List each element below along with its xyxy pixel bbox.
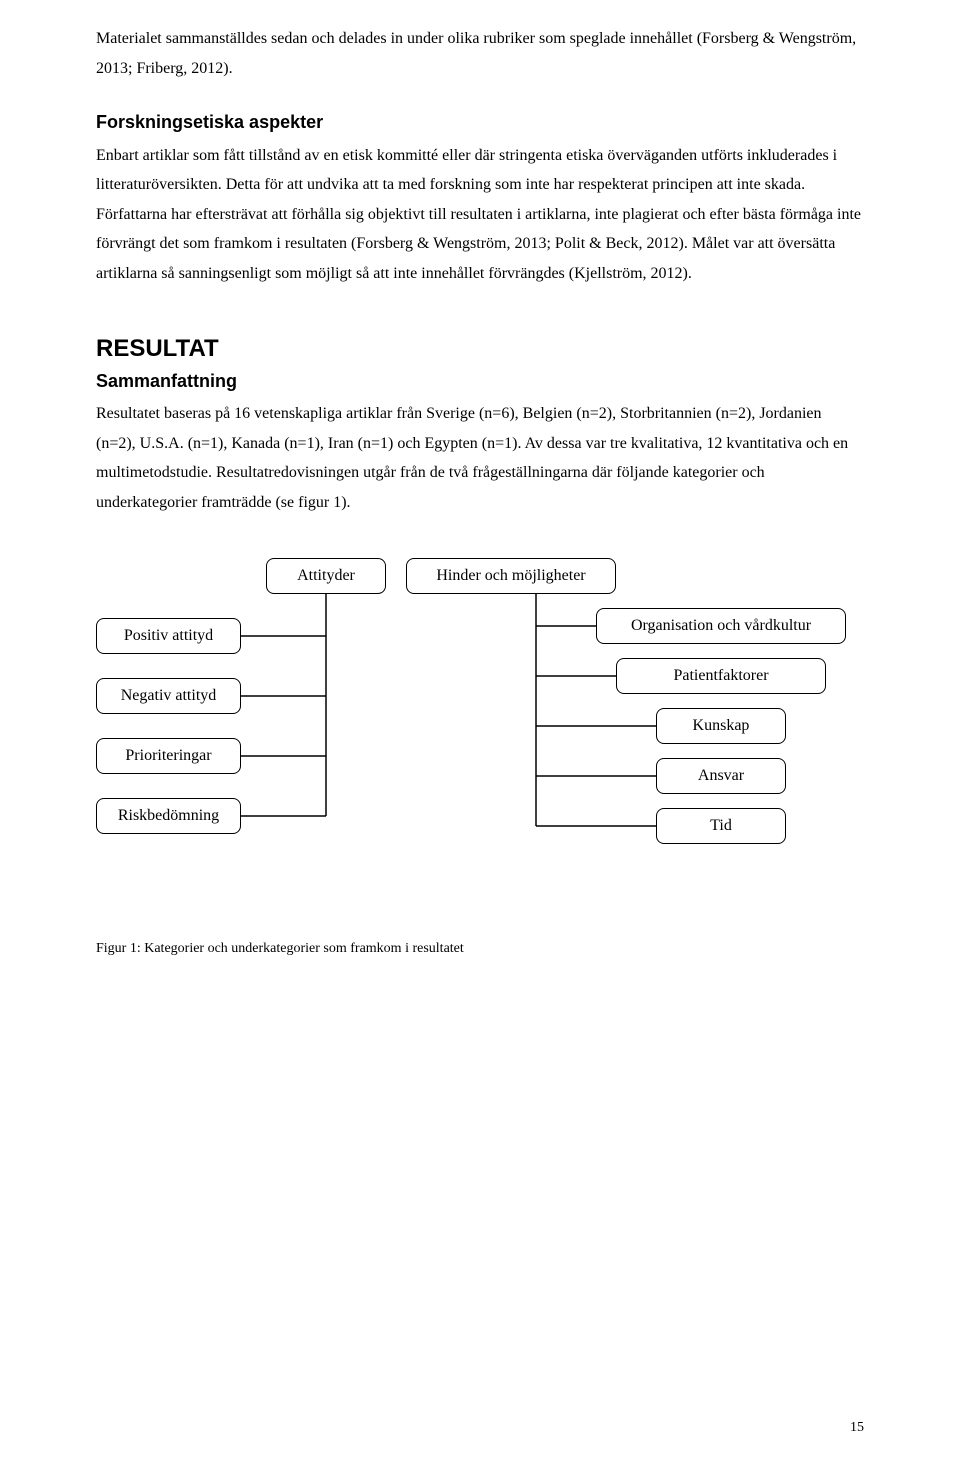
diagram-node-ansvar: Ansvar [656,758,786,794]
diagram-node-negativ: Negativ attityd [96,678,241,714]
diagram-node-org: Organisation och vårdkultur [596,608,846,644]
diagram-node-hinder: Hinder och möjligheter [406,558,616,594]
result-diagram: Attityder Hinder och möjligheter Positiv a… [96,558,864,898]
diagram-node-tid: Tid [656,808,786,844]
diagram-node-risk: Riskbedömning [96,798,241,834]
diagram-node-positiv: Positiv attityd [96,618,241,654]
heading-result: RESULTAT [96,333,864,364]
diagram-node-patient: Patientfaktorer [616,658,826,694]
diagram-node-kunskap: Kunskap [656,708,786,744]
page: Materialet sammanställdes sedan och dela… [0,0,960,1465]
ethics-paragraph: Enbart artiklar som fått tillstånd av en… [96,141,864,289]
heading-ethics: Forskningsetiska aspekter [96,111,864,134]
intro-paragraph: Materialet sammanställdes sedan och dela… [96,24,864,83]
diagram-node-prior: Prioriteringar [96,738,241,774]
figure-caption: Figur 1: Kategorier och underkategorier … [96,936,864,962]
heading-summary: Sammanfattning [96,370,864,393]
page-number: 15 [850,1415,864,1441]
diagram-node-attityder: Attityder [266,558,386,594]
summary-paragraph: Resultatet baseras på 16 vetenskapliga a… [96,399,864,517]
